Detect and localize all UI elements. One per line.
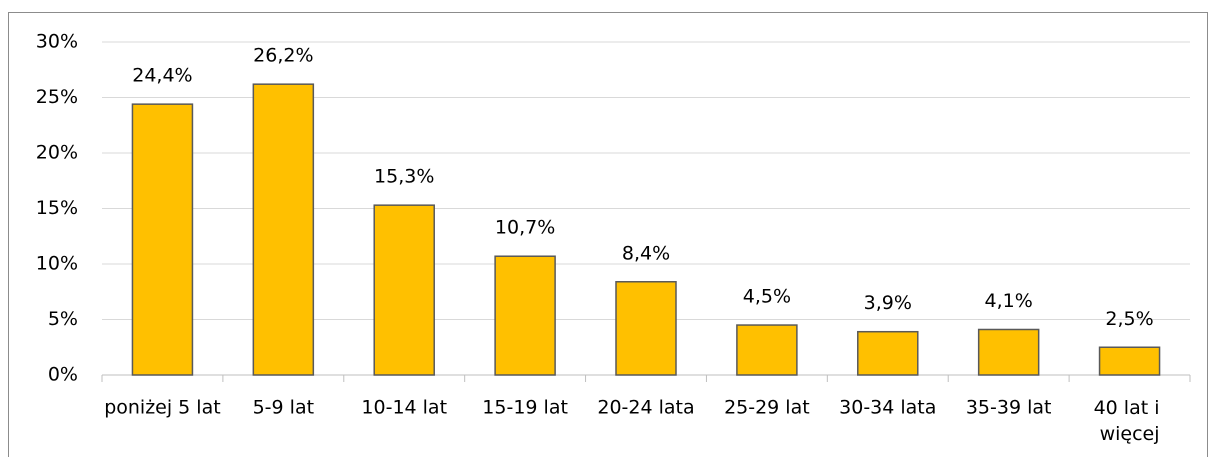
bar xyxy=(736,324,798,376)
y-tick-label: 30% xyxy=(36,31,78,53)
x-tick-label: 10-14 lat xyxy=(361,397,447,419)
bar xyxy=(494,255,556,376)
bar xyxy=(252,83,315,376)
x-tick-label: 5-9 lat xyxy=(253,397,314,419)
x-tick-label: 30-34 lata xyxy=(839,397,936,419)
x-tick-label: 25-29 lat xyxy=(724,397,810,419)
x-tick-label: 40 lat i więcej xyxy=(1094,397,1166,445)
x-tick-label: poniżej 5 lat xyxy=(104,397,221,419)
data-label: 4,5% xyxy=(743,286,791,308)
data-label: 3,9% xyxy=(864,292,912,314)
x-tick-label-line: więcej xyxy=(1100,423,1160,445)
data-label: 10,7% xyxy=(495,217,555,239)
data-label: 2,5% xyxy=(1105,308,1153,330)
y-tick-label: 15% xyxy=(36,197,78,219)
x-tick-label: 35-39 lat xyxy=(966,397,1052,419)
x-tick-label-line: 40 lat i xyxy=(1094,397,1166,419)
data-label: 4,1% xyxy=(985,290,1033,312)
y-tick-label: 20% xyxy=(36,142,78,164)
data-label: 26,2% xyxy=(253,45,313,67)
chart-frame xyxy=(8,12,1208,457)
x-tick-label: 20-24 lata xyxy=(597,397,694,419)
bar xyxy=(857,330,919,376)
y-tick-label: 0% xyxy=(48,364,78,386)
bar xyxy=(131,103,194,376)
bar xyxy=(615,281,677,376)
bar xyxy=(1098,346,1161,376)
x-tick-label: 15-19 lat xyxy=(482,397,568,419)
bar xyxy=(977,328,1040,376)
data-label: 24,4% xyxy=(132,65,192,87)
data-label: 15,3% xyxy=(374,166,434,188)
y-tick-label: 5% xyxy=(48,308,78,330)
y-tick-label: 10% xyxy=(36,253,78,275)
bar xyxy=(373,204,435,376)
y-tick-label: 25% xyxy=(36,86,78,108)
data-label: 8,4% xyxy=(622,242,670,264)
